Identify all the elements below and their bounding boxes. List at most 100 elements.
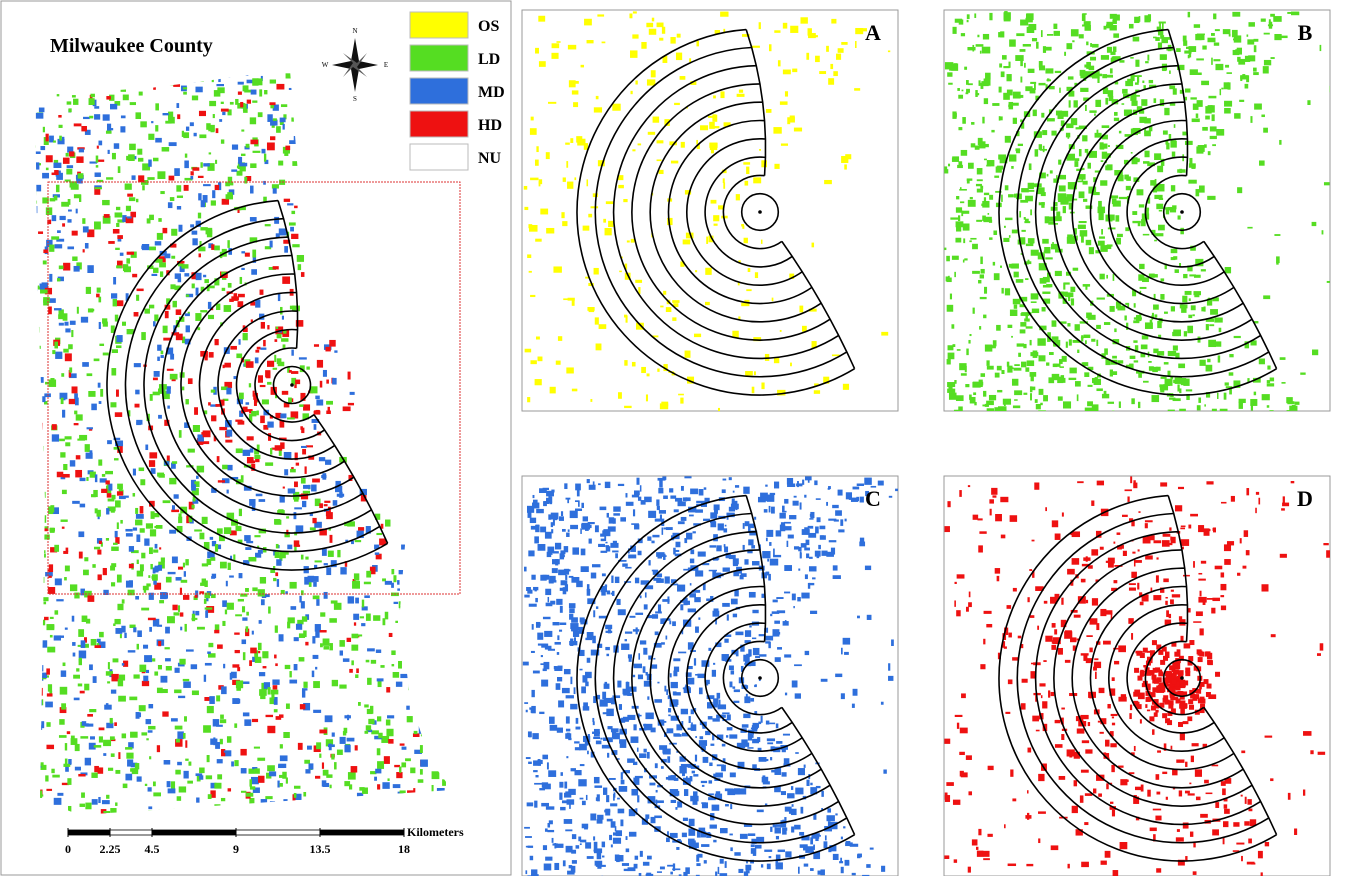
land-patch: [64, 577, 67, 580]
land-patch: [1025, 278, 1028, 280]
land-patch: [252, 250, 256, 258]
land-patch: [797, 481, 799, 487]
land-patch: [673, 863, 675, 870]
land-patch: [968, 485, 970, 487]
land-patch: [524, 702, 528, 704]
land-patch: [979, 382, 983, 386]
land-patch: [1116, 238, 1121, 245]
land-patch: [580, 798, 584, 800]
land-patch: [1210, 136, 1217, 139]
land-patch: [525, 836, 532, 838]
land-patch: [306, 445, 313, 447]
land-patch: [333, 500, 338, 506]
land-patch: [735, 632, 743, 636]
land-patch: [76, 156, 83, 163]
land-patch: [1254, 392, 1256, 396]
land-patch: [1110, 371, 1117, 375]
land-patch: [94, 106, 99, 109]
land-patch: [143, 586, 149, 590]
land-patch: [55, 578, 62, 585]
land-patch: [1216, 129, 1224, 136]
land-patch: [1156, 204, 1163, 209]
land-patch: [78, 531, 84, 537]
land-patch: [324, 563, 328, 565]
land-patch: [1198, 573, 1202, 575]
land-patch: [569, 641, 577, 645]
land-patch: [1261, 19, 1266, 22]
land-patch: [1276, 256, 1280, 263]
land-patch: [292, 244, 299, 247]
land-patch: [180, 627, 182, 631]
land-patch: [604, 698, 612, 703]
land-patch: [768, 574, 771, 581]
land-patch: [666, 307, 672, 312]
land-patch: [1132, 211, 1137, 215]
land-patch: [1175, 269, 1179, 273]
scale-label: 0: [65, 842, 71, 856]
land-patch: [183, 681, 191, 687]
land-patch: [39, 108, 45, 113]
land-patch: [73, 675, 80, 679]
land-patch: [150, 394, 153, 401]
land-patch: [186, 127, 189, 131]
land-patch: [1066, 194, 1072, 201]
land-patch: [1212, 598, 1220, 601]
land-patch: [80, 804, 85, 807]
land-patch: [1057, 377, 1063, 383]
land-patch: [282, 391, 288, 395]
land-patch: [252, 100, 257, 102]
land-patch: [1189, 158, 1192, 164]
land-patch: [644, 497, 652, 502]
land-patch: [106, 723, 113, 728]
land-patch: [810, 783, 812, 786]
land-patch: [525, 870, 527, 874]
land-patch: [958, 215, 960, 221]
land-patch: [594, 777, 600, 783]
land-patch: [177, 762, 182, 765]
land-patch: [545, 857, 552, 861]
land-patch: [1106, 75, 1113, 78]
land-patch: [170, 374, 178, 380]
land-patch: [227, 603, 234, 610]
land-patch: [539, 61, 546, 67]
land-patch: [596, 343, 602, 350]
land-patch: [67, 731, 70, 734]
land-patch: [1110, 802, 1113, 804]
land-patch: [1071, 118, 1077, 125]
land-patch: [982, 216, 986, 221]
land-patch: [1135, 82, 1139, 84]
land-patch: [100, 389, 103, 397]
land-patch: [984, 193, 989, 195]
land-patch: [1159, 210, 1163, 212]
land-patch: [860, 497, 864, 503]
land-patch: [537, 760, 542, 764]
land-patch: [196, 476, 199, 479]
land-patch: [326, 512, 333, 519]
land-patch: [1151, 395, 1159, 402]
land-patch: [94, 114, 100, 119]
land-patch: [405, 758, 411, 761]
land-patch: [641, 367, 646, 373]
land-patch: [539, 712, 544, 714]
land-patch: [771, 507, 775, 514]
land-patch: [1007, 366, 1012, 373]
land-patch: [653, 658, 655, 660]
land-patch: [211, 390, 215, 393]
land-patch: [290, 582, 297, 589]
land-patch: [969, 592, 971, 598]
land-patch: [968, 791, 972, 795]
land-patch: [816, 786, 821, 788]
land-patch: [261, 599, 265, 605]
page: body { margin: 0; background: #fff; font…: [0, 0, 1351, 876]
land-patch: [348, 596, 354, 603]
land-patch: [1267, 380, 1270, 383]
land-patch: [303, 485, 311, 489]
land-patch: [118, 696, 126, 702]
land-patch: [280, 118, 286, 123]
land-patch: [629, 658, 632, 662]
land-patch: [420, 760, 428, 767]
land-patch: [286, 777, 288, 783]
land-patch: [1238, 59, 1245, 65]
land-patch: [748, 268, 751, 272]
land-patch: [418, 779, 424, 783]
